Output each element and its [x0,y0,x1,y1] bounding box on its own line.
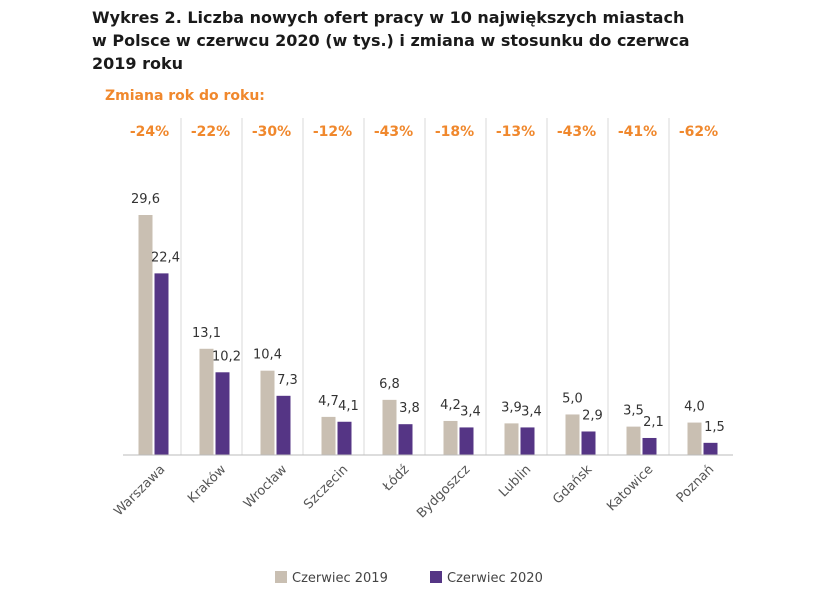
change-label: -43% [557,124,596,140]
value-label-2020: 1,5 [704,420,725,435]
change-label: -13% [496,124,535,140]
change-label: -18% [435,124,474,140]
value-label-2019: 4,7 [318,394,339,409]
bar-2020 [215,372,230,455]
category-label: Lublin [496,462,534,500]
value-label-2019: 4,0 [684,400,705,415]
value-label-2020: 10,2 [212,349,241,364]
bar-2019 [504,423,519,455]
value-label-2020: 22,4 [151,250,180,265]
change-label: -12% [313,124,352,140]
bar-2019 [443,420,458,455]
value-label-2019: 13,1 [192,326,221,341]
bar-2020 [337,421,352,455]
bar-2020 [581,431,596,455]
bar-2020 [276,395,291,455]
value-labels: 29,622,413,110,2 10,47,34,7 4,16,83,8 4,2 3,… [131,192,725,435]
change-heading: Zmiana rok do roku: [105,88,265,104]
value-label-2019: 3,9 [501,400,522,415]
category-label: Poznań [674,462,718,506]
category-label: Wrocław [241,462,291,512]
change-label: -30% [252,124,291,140]
column-dividers [180,118,670,455]
category-label: Łódź [380,462,413,495]
change-label: -62% [679,124,718,140]
legend-label-2019: Czerwiec 2019 [292,571,388,586]
value-label-2020: 7,3 [277,373,298,388]
value-label-2020: 2,9 [582,408,603,423]
value-label-2019: 6,8 [379,377,400,392]
value-label-2019: 10,4 [253,348,282,363]
value-label-2019: 3,5 [623,404,644,419]
value-label-2020: 3,4 [521,404,542,419]
chart-title: Wykres 2. Liczba nowych ofert pracy w 10… [92,8,690,73]
value-label-2019: 4,2 [440,398,461,413]
value-label-2020: 3,4 [460,404,481,419]
legend-swatch-2019 [275,571,287,583]
change-label: -22% [191,124,230,140]
value-label-2020: 2,1 [643,415,664,430]
bar-2019 [260,370,275,455]
category-label: Katowice [604,462,656,514]
legend-swatch-2020 [430,571,442,583]
change-label: -24% [130,124,169,140]
value-label-2019: 29,6 [131,192,160,207]
bar-2019 [321,416,336,455]
legend: Czerwiec 2019 Czerwiec 2020 [275,571,543,586]
category-labels: Warszawa Kraków Wrocław Szczecin Łódź Bydgosz… [111,462,717,521]
bar-2020 [459,427,474,455]
category-label: Kraków [185,462,229,506]
change-label: -43% [374,124,413,140]
category-label: Warszawa [111,462,168,519]
bar-2019 [626,426,641,455]
value-label-2019: 5,0 [562,391,583,406]
change-label: -41% [618,124,657,140]
bar-2020 [642,437,657,455]
bar-2020 [703,442,718,455]
bar-2019 [199,348,214,455]
category-label: Szczecin [301,462,351,512]
value-label-2020: 4,1 [338,399,359,414]
bar-2020 [520,427,535,455]
bar-2019 [565,414,580,455]
category-label: Gdańsk [550,462,595,507]
value-label-2020: 3,8 [399,401,420,416]
bar-2019 [138,215,153,455]
change-labels: -24% -22% -30% -12% -43% -18% -13% -43% -41% -62% [130,124,718,140]
bar-2019 [382,399,397,455]
bar-2020 [154,273,169,455]
bars [138,215,718,455]
category-label: Bydgoszcz [414,462,473,521]
bar-2019 [687,422,702,455]
legend-label-2020: Czerwiec 2020 [447,571,543,586]
bar-2020 [398,424,413,455]
